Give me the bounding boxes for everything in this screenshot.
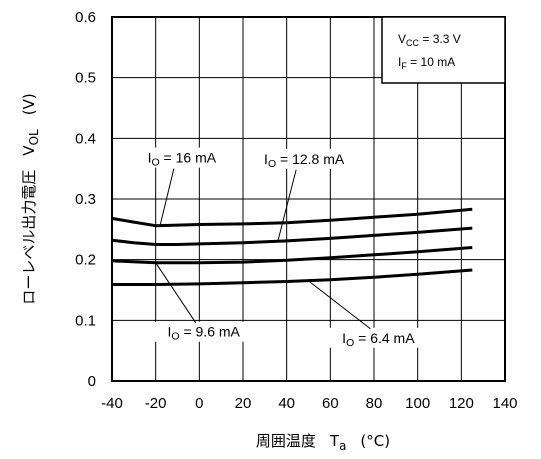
y-tick-label: 0.6 [75, 9, 96, 26]
x-tick-label: 40 [278, 395, 295, 412]
annotation-bg [151, 321, 256, 342]
series-line-1 [111, 226, 473, 246]
conditions-frame [381, 16, 506, 84]
series-line-3 [112, 268, 473, 286]
annotation-label-2: IO = 9.6 mA [168, 324, 241, 343]
y-axis-title: ローレベル出力電圧VOL(V) [20, 93, 41, 304]
x-tick-label: 60 [322, 395, 339, 412]
x-axis-title: 周囲温度 Ta (°C) [256, 432, 390, 453]
condition-1: IF = 10 mA [398, 55, 455, 71]
condition-0: VCC = 3.3 V [398, 32, 461, 48]
y-tick-label: 0.5 [75, 70, 96, 87]
x-tick-label: 0 [195, 395, 203, 412]
annotation-leader [155, 262, 197, 323]
x-tick-label: 80 [366, 395, 383, 412]
series-lines [111, 207, 473, 286]
y-tick-label: 0.1 [75, 312, 96, 329]
y-tick-label: 0.4 [75, 130, 96, 147]
series-line-2 [111, 246, 473, 265]
conditions-box: VCC = 3.3 V IF = 10 mA [381, 16, 506, 84]
series-line-0 [111, 207, 473, 228]
annotation-leader [277, 169, 297, 241]
y-tick-label: 0.3 [75, 191, 96, 208]
annotations: IO = 16 mA IO = 12.8 mA IO = 9.6 mA IO = 6.… [129, 147, 431, 349]
annotation-label-3: IO = 6.4 mA [342, 330, 415, 349]
annotation-bg [326, 327, 431, 348]
annotation-bg [252, 148, 357, 169]
x-tick-label: 20 [235, 395, 252, 412]
tick-labels: -40 -20 0 20 40 60 80 100 120 140 0 0.1 0.2 0.3 0.4 0.5… [75, 9, 517, 412]
x-tick-label: -40 [101, 395, 123, 412]
y-tick-label: 0.2 [75, 252, 96, 269]
x-tick-label: -20 [145, 395, 167, 412]
annotation-label-0: IO = 16 mA [148, 150, 217, 169]
x-tick-label: 120 [449, 395, 474, 412]
axis-titles: 周囲温度 Ta (°C) ローレベル出力電圧VOL(V) [20, 93, 390, 453]
plot-frame [111, 16, 506, 382]
annotation-bg [129, 147, 234, 168]
x-tick-label: 100 [405, 395, 430, 412]
annotation-leader [159, 168, 175, 226]
annotation-label-1: IO = 12.8 mA [264, 151, 345, 170]
annotation-leader [308, 280, 371, 330]
x-tick-label: 140 [492, 395, 517, 412]
y-tick-label: 0 [88, 373, 96, 390]
